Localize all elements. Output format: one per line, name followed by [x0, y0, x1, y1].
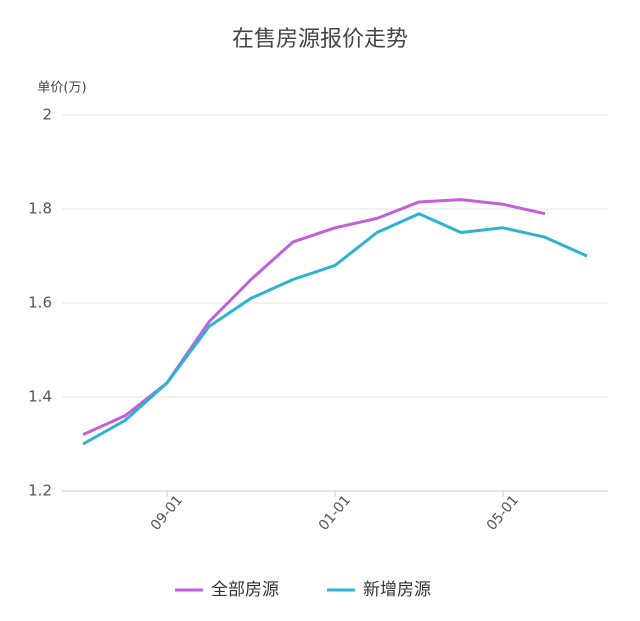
y-tick-label: 1.8 [28, 200, 52, 218]
legend-label: 新增房源 [363, 580, 431, 600]
y-tick-label: 2 [42, 106, 52, 124]
series-line [82, 212, 588, 446]
chart-title: 在售房源报价走势 [232, 27, 408, 52]
x-tick-label: 05-01 [484, 492, 522, 533]
y-axis-label: 单价(万) [37, 81, 86, 96]
y-tick-label: 1.2 [28, 482, 52, 500]
series-line [82, 198, 546, 436]
y-tick-label: 1.4 [28, 388, 52, 406]
x-tick-label: 01-01 [316, 492, 354, 533]
y-tick-label: 1.6 [28, 294, 52, 312]
legend-label: 全部房源 [211, 580, 279, 600]
x-tick-label: 09-01 [148, 492, 186, 533]
